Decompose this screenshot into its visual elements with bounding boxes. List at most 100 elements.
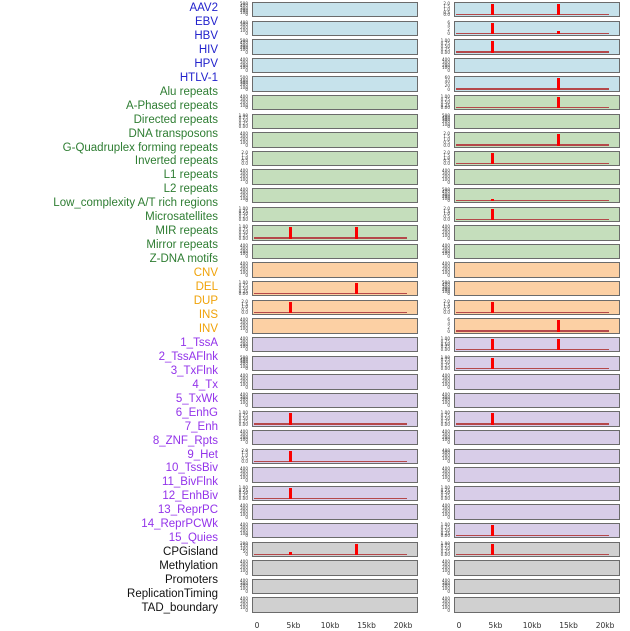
y-tick-label: 0.0 bbox=[241, 458, 248, 464]
x-axis: 0 5kb 10kb 15kb 20kb bbox=[252, 619, 418, 631]
y-tick-label: 300 bbox=[442, 227, 450, 233]
y-tick-label: 0 bbox=[245, 105, 248, 111]
y-axis: 1.00 0.75 0.50 0.25 0.00 bbox=[428, 94, 452, 110]
y-tick-label: 300 bbox=[240, 96, 248, 102]
plot-area bbox=[252, 467, 418, 483]
y-tick-label: 2.0 bbox=[443, 149, 450, 155]
y-tick-label: 100 bbox=[240, 325, 248, 331]
y-tick-label: 400 bbox=[442, 596, 450, 602]
track-label: 2_TssAFlnk bbox=[158, 350, 218, 363]
plot-area bbox=[252, 597, 418, 613]
y-axis: 2.0 1.5 1.0 0.5 0.0 bbox=[226, 448, 250, 464]
y-tick-label: 0 bbox=[245, 589, 248, 595]
y-tick-label: 0.50 bbox=[440, 99, 450, 105]
y-axis: 1.00 0.75 0.50 0.25 0.00 bbox=[428, 355, 452, 371]
y-tick-label: 300 bbox=[442, 264, 450, 270]
plot-area bbox=[252, 2, 418, 18]
y-tick-label: 300 bbox=[240, 562, 248, 568]
x-tick-label: 20kb bbox=[393, 621, 413, 630]
track-label: 9_Het bbox=[187, 448, 218, 461]
track-label: Promoters bbox=[164, 574, 218, 587]
y-tick-label: 0.75 bbox=[238, 413, 248, 419]
track-plot: 400 300 200 100 0 bbox=[240, 169, 418, 185]
y-tick-label: 1.5 bbox=[443, 301, 450, 307]
track-plot: 400 300 200 100 0 bbox=[442, 169, 620, 185]
y-axis: 400 300 200 100 0 bbox=[226, 504, 250, 520]
panel-a: 500 400 300 200 100 0 400 300 200 100 0 500 400 300 20… bbox=[226, 0, 422, 630]
y-tick-label: 0 bbox=[245, 514, 248, 520]
plot-area bbox=[252, 132, 418, 148]
y-tick-label: 400 bbox=[240, 428, 248, 434]
plot-area bbox=[454, 411, 620, 427]
plot-area bbox=[454, 2, 620, 18]
y-tick-label: 1.0 bbox=[443, 6, 450, 12]
y-tick-label: 0 bbox=[447, 384, 450, 390]
y-axis: 2.0 1.5 1.0 0.5 0.0 bbox=[428, 132, 452, 148]
y-tick-label: 1.00 bbox=[238, 484, 248, 490]
y-tick-label: 400 bbox=[240, 373, 248, 379]
plot-area bbox=[252, 522, 418, 539]
y-tick-label: 100 bbox=[240, 344, 248, 350]
track-label: A-Phased repeats bbox=[125, 99, 218, 112]
y-tick-label: 4 bbox=[447, 321, 450, 327]
y-tick-label: 1.0 bbox=[443, 136, 450, 142]
y-tick-label: 20 bbox=[444, 83, 450, 89]
y-tick-label: 100 bbox=[442, 456, 450, 462]
y-tick-label: 100 bbox=[442, 511, 450, 517]
y-tick-label: 200 bbox=[240, 471, 248, 477]
y-tick-label: 400 bbox=[442, 466, 450, 472]
baseline bbox=[456, 311, 609, 314]
y-tick-label: 200 bbox=[442, 174, 450, 180]
y-tick-label: 0 bbox=[245, 477, 248, 483]
y-axis: 400 300 200 100 0 bbox=[226, 428, 250, 445]
y-tick-label: 400 bbox=[442, 56, 450, 62]
y-tick-label: 2 bbox=[447, 324, 450, 330]
y-tick-label: 0 bbox=[245, 607, 248, 613]
y-axis: 400 300 200 100 0 bbox=[226, 169, 250, 185]
y-tick-label: 100 bbox=[442, 232, 450, 238]
y-tick-label: 200 bbox=[442, 564, 450, 570]
y-tick-label: 300 bbox=[442, 245, 450, 251]
plot-area bbox=[252, 355, 418, 371]
y-tick-label: 0.25 bbox=[238, 418, 248, 424]
plot-area bbox=[252, 318, 418, 334]
y-tick-label: 200 bbox=[240, 25, 248, 31]
y-tick-label: 100 bbox=[240, 363, 248, 369]
baseline bbox=[254, 497, 407, 500]
y-tick-label: 0.00 bbox=[440, 365, 450, 371]
y-tick-label: 100 bbox=[240, 567, 248, 573]
y-tick-label: 400 bbox=[240, 40, 248, 46]
track-plot: 400 300 200 100 0 bbox=[240, 20, 418, 36]
plot-area bbox=[252, 336, 418, 353]
plot-area bbox=[454, 355, 620, 371]
y-tick-label: 0.00 bbox=[440, 533, 450, 539]
y-tick-label: 0 bbox=[447, 514, 450, 520]
y-tick-label: 100 bbox=[442, 474, 450, 480]
y-tick-label: 300 bbox=[442, 599, 450, 605]
track-label: Alu repeats bbox=[159, 85, 218, 98]
plot-area bbox=[454, 206, 620, 223]
y-tick-label: 6 bbox=[447, 317, 450, 323]
y-tick-label: 300 bbox=[240, 506, 248, 512]
track-plot: 400 300 200 100 0 bbox=[442, 578, 620, 595]
track-label: HBV bbox=[194, 29, 218, 42]
y-tick-label: 0.75 bbox=[238, 487, 248, 493]
plot-area bbox=[454, 20, 620, 36]
baseline bbox=[456, 553, 609, 555]
y-axis: 400 300 200 100 0 bbox=[428, 56, 452, 73]
y-tick-label: 100 bbox=[442, 567, 450, 573]
y-tick-label: 0.5 bbox=[241, 456, 248, 462]
y-tick-label: 0.25 bbox=[440, 363, 450, 369]
y-tick-label: 300 bbox=[240, 375, 248, 381]
track-label: TAD_boundary bbox=[141, 602, 219, 615]
track-plot: 500 400 300 200 100 0 bbox=[240, 1, 418, 18]
y-tick-label: 100 bbox=[442, 289, 450, 295]
y-tick-label: 400 bbox=[240, 131, 248, 137]
y-axis: 1.00 0.75 0.50 0.25 0.00 bbox=[226, 113, 250, 129]
track-plot: 1.00 0.75 0.50 0.25 0.00 bbox=[441, 411, 620, 427]
track-label: 8_ZNF_Rpts bbox=[152, 434, 218, 447]
plot-area bbox=[454, 485, 620, 502]
y-tick-label: 200 bbox=[442, 286, 450, 292]
y-tick-label: 0.50 bbox=[440, 43, 450, 49]
